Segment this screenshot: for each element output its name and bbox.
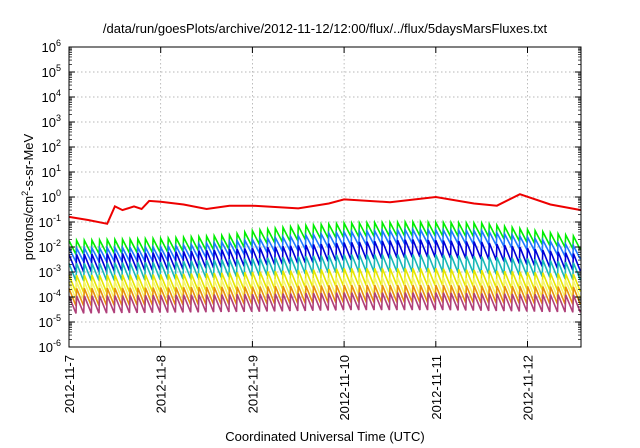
y-tick-label-exponent: 1 <box>56 163 61 173</box>
y-tick-label-base: 10 <box>39 290 53 305</box>
y-tick-label: 10-5 <box>39 313 61 330</box>
y-tick-label-base: 10 <box>42 65 56 80</box>
x-tick-label: 2012-11-9 <box>245 355 260 413</box>
x-axis: 2012-11-7 2012-11-8 2012-11-9 2012-11-10 201… <box>62 47 536 421</box>
y-tick-label-exponent: -3 <box>53 263 61 273</box>
y-tick-label: 10-6 <box>39 338 61 355</box>
y-tick-label-base: 10 <box>39 240 53 255</box>
x-tick-label: 2012-11-11 <box>429 355 444 420</box>
y-tick-label: 10-4 <box>39 288 61 305</box>
y-tick-label: 102 <box>42 138 61 155</box>
y-tick-label: 100 <box>42 188 61 205</box>
y-tick-label: 10-2 <box>39 238 61 255</box>
y-tick-label-exponent: 2 <box>56 138 61 148</box>
x-tick-label: 2012-11-12 <box>521 355 536 421</box>
series-line <box>68 277 582 300</box>
y-tick-label-exponent: -6 <box>53 338 61 348</box>
series-line <box>68 292 582 314</box>
y-tick-label-exponent: -5 <box>53 313 61 323</box>
y-axis: 10-610-510-410-310-210-11001011021031041… <box>39 38 581 355</box>
y-tick-label-base: 10 <box>42 165 56 180</box>
series-line <box>68 284 582 307</box>
series-line <box>68 218 582 258</box>
series-line <box>68 226 582 265</box>
y-tick-label: 10-3 <box>39 263 61 280</box>
y-axis-label-sup: 2 <box>20 191 30 196</box>
y-axis-label-part2: -s-sr-MeV <box>21 133 36 190</box>
y-tick-label-base: 10 <box>39 215 53 230</box>
y-tick-label: 10-1 <box>39 213 61 230</box>
y-tick-label-base: 10 <box>42 190 56 205</box>
y-tick-label-exponent: 5 <box>56 63 61 73</box>
y-tick-label-exponent: 6 <box>56 38 61 48</box>
y-tick-label-base: 10 <box>39 315 53 330</box>
series-layer <box>68 193 582 314</box>
y-tick-label-base: 10 <box>39 265 53 280</box>
y-tick-label-exponent: 0 <box>56 188 61 198</box>
x-tick-label: 2012-11-7 <box>62 355 77 413</box>
series-line <box>68 239 582 273</box>
y-tick-label-exponent: -4 <box>53 288 61 298</box>
y-tick-label-base: 10 <box>42 140 56 155</box>
y-tick-label: 104 <box>42 88 61 105</box>
y-axis-label: protons/cm2-s-sr-MeV <box>20 133 36 260</box>
y-tick-label-base: 10 <box>39 340 53 355</box>
y-tick-label: 103 <box>42 113 61 130</box>
y-axis-label-part1: protons/cm <box>21 196 36 260</box>
series-line <box>68 193 582 225</box>
y-tick-label-exponent: 4 <box>56 88 61 98</box>
series-line <box>68 267 582 293</box>
y-tick-label: 101 <box>42 163 61 180</box>
y-tick-label: 105 <box>42 63 61 80</box>
x-axis-label: Coordinated Universal Time (UTC) <box>225 429 424 444</box>
x-tick-label: 2012-11-10 <box>337 355 352 421</box>
y-tick-label: 106 <box>42 38 61 55</box>
series-line <box>68 254 582 282</box>
y-tick-label-exponent: -1 <box>53 213 61 223</box>
y-tick-label-exponent: 3 <box>56 113 61 123</box>
y-tick-label-exponent: -2 <box>53 238 61 248</box>
y-tick-label-base: 10 <box>42 90 56 105</box>
y-tick-label-base: 10 <box>42 40 56 55</box>
x-tick-label: 2012-11-8 <box>154 355 169 413</box>
y-tick-label-base: 10 <box>42 115 56 130</box>
chart-title: /data/run/goesPlots/archive/2012-11-12/1… <box>103 21 548 36</box>
